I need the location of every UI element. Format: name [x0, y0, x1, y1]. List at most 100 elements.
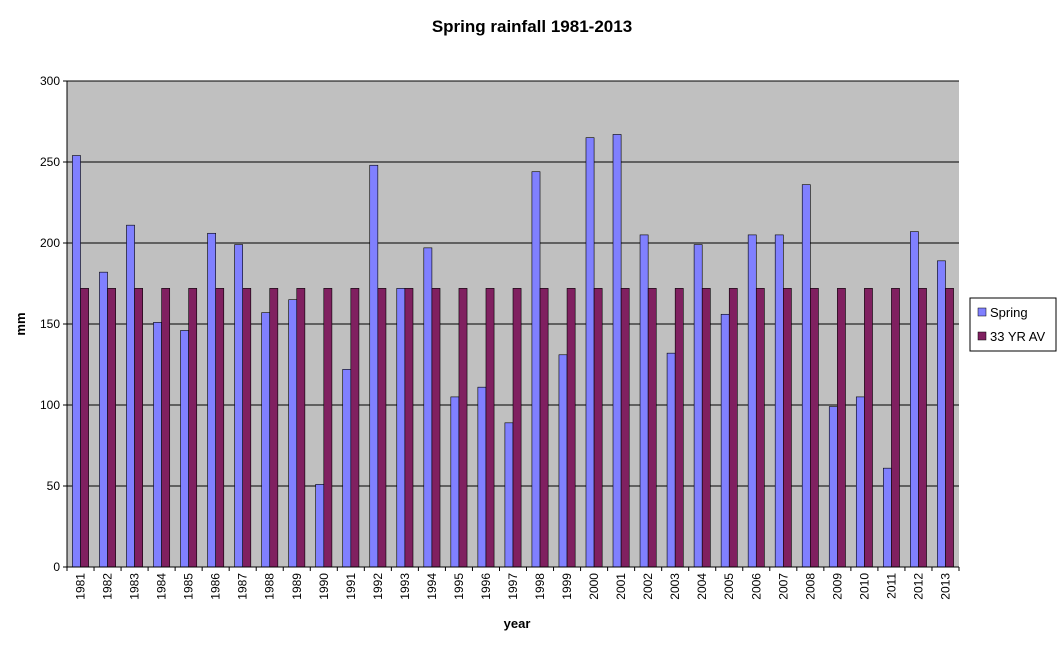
x-tick-label: 1981 — [74, 573, 88, 600]
legend-swatch-33yr-av — [977, 331, 987, 341]
bar-33yr-av — [188, 288, 198, 568]
bar-33yr-av — [458, 288, 468, 568]
bar-spring — [937, 260, 946, 568]
bar-spring — [883, 467, 892, 568]
bar-spring — [612, 134, 622, 568]
bar-33yr-av — [728, 288, 738, 568]
bar-33yr-av — [674, 288, 684, 568]
bar-33yr-av — [485, 288, 495, 568]
chart-title: Spring rainfall 1981-2013 — [432, 17, 632, 36]
bar-33yr-av — [810, 288, 819, 568]
x-tick-label: 1994 — [425, 573, 439, 600]
bar-spring — [396, 288, 406, 568]
bar-33yr-av — [891, 288, 900, 568]
bar-33yr-av — [269, 288, 279, 568]
x-tick-label: 1989 — [290, 573, 304, 600]
bar-spring — [126, 224, 135, 568]
bar-33yr-av — [620, 288, 630, 568]
bar-spring — [774, 234, 784, 568]
x-tick-label: 1995 — [452, 573, 466, 600]
bar-spring — [342, 369, 352, 568]
bar-spring — [693, 244, 703, 568]
legend-box — [969, 297, 1057, 352]
x-tick-label: 2005 — [722, 573, 736, 600]
bar-spring — [477, 386, 487, 568]
x-tick-label: 2008 — [803, 573, 817, 600]
bar-spring — [450, 396, 460, 568]
x-axis-label: year — [504, 616, 531, 631]
x-tick-label: 2012 — [911, 573, 925, 600]
y-tick-label: 100 — [40, 398, 60, 412]
x-tick-label: 1991 — [344, 573, 358, 600]
y-axis-label: mm — [13, 312, 28, 335]
bar-33yr-av — [134, 288, 143, 568]
x-tick-label: 1999 — [560, 573, 574, 600]
bar-33yr-av — [566, 288, 576, 568]
bar-spring — [910, 231, 919, 568]
bar-spring — [747, 234, 757, 568]
legend-swatch-spring — [977, 307, 987, 317]
bar-spring — [828, 406, 838, 568]
x-tick-label: 1990 — [317, 573, 331, 600]
bar-spring — [315, 484, 325, 568]
x-tick-label: 1983 — [128, 573, 142, 600]
bar-spring — [288, 299, 298, 568]
x-tick-label: 1987 — [236, 573, 250, 600]
bar-spring — [423, 247, 433, 568]
x-tick-label: 1984 — [155, 573, 169, 600]
x-tick-label: 1998 — [533, 573, 547, 600]
bar-33yr-av — [647, 288, 657, 568]
x-tick-label: 2007 — [776, 573, 790, 600]
bar-33yr-av — [107, 288, 116, 568]
x-tick-label: 2010 — [857, 573, 871, 600]
bar-33yr-av — [350, 288, 360, 568]
bar-33yr-av — [80, 288, 89, 568]
bar-33yr-av — [837, 288, 846, 568]
bar-33yr-av — [539, 288, 549, 568]
bar-spring — [504, 422, 514, 568]
x-tick-label: 1985 — [182, 573, 196, 600]
x-tick-label: 2009 — [830, 573, 844, 600]
x-tick-label: 1997 — [506, 573, 520, 600]
x-tick-label: 2011 — [884, 573, 898, 599]
bar-33yr-av — [323, 288, 333, 568]
bar-spring — [585, 137, 595, 568]
legend-label-33yr-av: 33 YR AV — [990, 329, 1045, 344]
bar-spring — [234, 244, 243, 568]
x-tick-label: 1988 — [263, 573, 277, 600]
x-tick-label: 1982 — [101, 573, 115, 600]
y-tick-label: 250 — [40, 155, 60, 169]
bar-spring — [99, 271, 108, 568]
x-tick-label: 1986 — [209, 573, 223, 600]
bar-33yr-av — [701, 288, 711, 568]
x-tick-label: 2013 — [938, 573, 952, 600]
bar-33yr-av — [404, 288, 414, 568]
bar-33yr-av — [755, 288, 765, 568]
x-tick-label: 2000 — [587, 573, 601, 600]
y-tick-label: 200 — [40, 236, 60, 250]
bar-spring — [261, 312, 271, 568]
bar-spring — [180, 330, 189, 568]
bar-33yr-av — [161, 288, 171, 568]
y-tick-label: 50 — [47, 479, 61, 493]
x-tick-label: 1992 — [371, 573, 385, 600]
bar-33yr-av — [864, 288, 873, 568]
y-tick-label: 300 — [40, 74, 60, 88]
x-tick-label: 2004 — [695, 573, 709, 600]
bar-33yr-av — [296, 288, 306, 568]
bar-spring — [531, 171, 541, 568]
bar-33yr-av — [945, 288, 954, 568]
x-tick-label: 2002 — [641, 573, 655, 600]
x-tick-label: 2006 — [749, 573, 763, 600]
bar-spring — [801, 184, 811, 568]
x-tick-label: 1993 — [398, 573, 412, 600]
bar-33yr-av — [512, 288, 522, 568]
y-tick-label: 150 — [40, 317, 60, 331]
x-tick-label: 1996 — [479, 573, 493, 600]
bar-spring — [558, 354, 568, 568]
bar-33yr-av — [242, 288, 252, 568]
x-tick-label: 2003 — [668, 573, 682, 600]
bar-33yr-av — [593, 288, 603, 568]
bar-33yr-av — [431, 288, 441, 568]
